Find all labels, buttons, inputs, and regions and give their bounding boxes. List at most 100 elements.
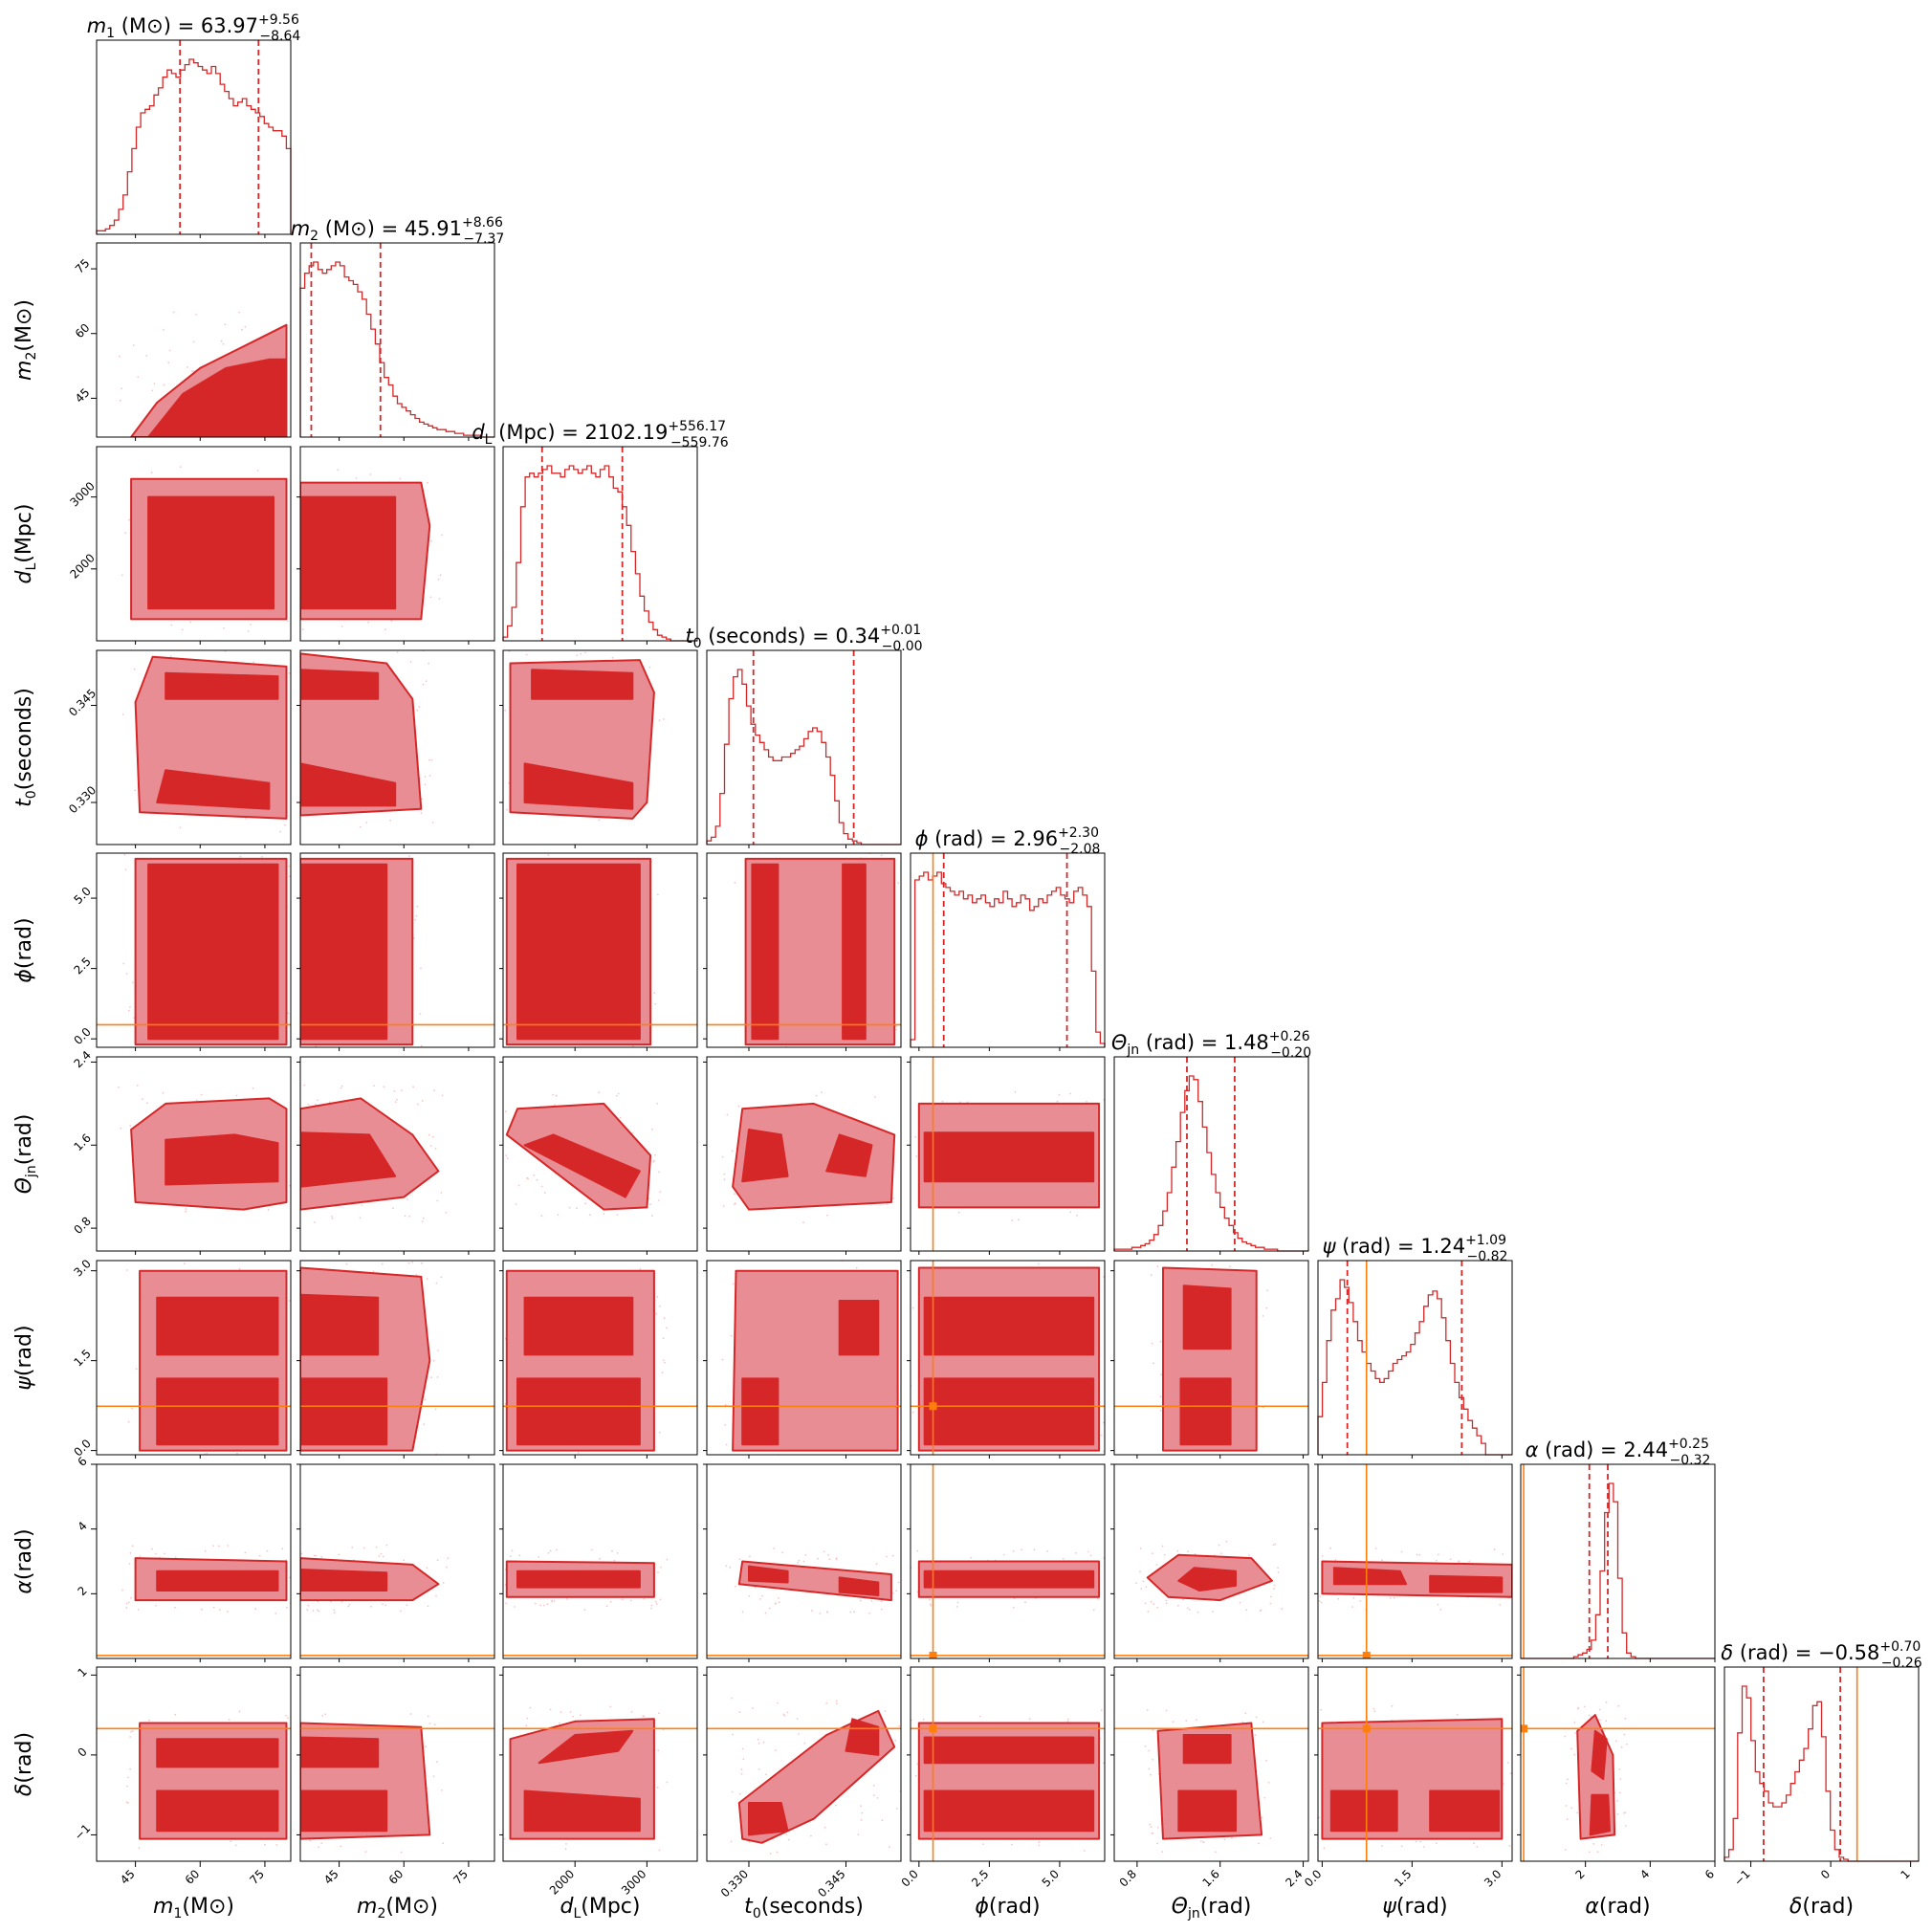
label-unit: (rad) [12, 1325, 36, 1376]
scatter-point [447, 1557, 450, 1560]
scatter-point [643, 846, 645, 848]
scatter-point [132, 981, 134, 984]
scatter-point [565, 1598, 568, 1600]
scatter-point [876, 1797, 879, 1799]
title-unit [1538, 1438, 1545, 1461]
scatter-point [752, 1707, 754, 1709]
contour-inner [156, 1377, 279, 1446]
scatter-point [568, 1206, 571, 1209]
scatter-point [142, 1098, 143, 1101]
scatter-point [130, 1730, 133, 1733]
scatter-point [765, 1773, 767, 1776]
scatter-point [367, 621, 370, 624]
scatter-point [509, 1555, 512, 1558]
scatter-point [298, 1352, 300, 1354]
scatter-point [546, 1603, 549, 1606]
contour-inner [300, 1789, 388, 1833]
scatter-point [521, 1460, 523, 1461]
contour-inner [748, 1565, 789, 1584]
y-axis-label: δ(rad) [12, 1732, 36, 1796]
scatter-point [1212, 1611, 1214, 1613]
contour-inner [923, 1736, 1095, 1765]
scatter-point [1176, 1549, 1179, 1552]
scatter-point [1058, 1093, 1061, 1096]
scatter-point [125, 1607, 128, 1609]
scatter-point [424, 783, 427, 786]
label-unit: (seconds) [761, 1895, 864, 1919]
scatter-point [621, 1598, 624, 1601]
scatter-point [235, 1094, 238, 1097]
scatter-point [658, 1171, 660, 1174]
scatter-point [498, 999, 500, 1001]
panel-0-5 [96, 1056, 292, 1252]
scatter-point [317, 1609, 318, 1612]
truth-marker [929, 1651, 937, 1658]
scatter-point [1135, 1582, 1137, 1584]
scatter-point [1566, 1818, 1569, 1821]
scatter-point [378, 1555, 381, 1557]
scatter-point [383, 1086, 385, 1088]
label-subscript: jn [24, 1165, 39, 1178]
scatter-point [1046, 1550, 1048, 1552]
contour-inner [156, 1738, 279, 1768]
contour-inner [923, 1570, 1095, 1589]
scatter-point [227, 1545, 230, 1547]
label-unit: (rad) [12, 1732, 36, 1784]
scatter-point [294, 1188, 296, 1190]
scatter-point [911, 1411, 914, 1414]
scatter-point [420, 812, 423, 814]
panel-frame [96, 446, 292, 642]
scatter-point [1509, 1772, 1512, 1775]
scatter-point [1567, 1778, 1569, 1781]
scatter-point [649, 1203, 651, 1206]
title-median: 45.91 [405, 217, 462, 240]
scatter-point [1159, 1410, 1162, 1412]
scatter-point [916, 1549, 919, 1552]
panel-0-3 [96, 649, 292, 845]
scatter-point [355, 477, 358, 479]
scatter-point [1172, 1721, 1175, 1723]
x-tick-label: 75 [247, 1867, 267, 1887]
panel-0-6 [96, 1260, 292, 1456]
scatter-point [244, 325, 247, 328]
scatter-point [159, 1051, 161, 1053]
scatter-point [1374, 1548, 1377, 1549]
scatter-point [495, 1101, 497, 1103]
scatter-point [1021, 1548, 1023, 1551]
scatter-point [583, 1609, 586, 1612]
scatter-point [1100, 1709, 1103, 1712]
scatter-point [774, 1602, 777, 1604]
scatter-point [394, 1101, 397, 1103]
scatter-point [656, 1295, 659, 1298]
scatter-point [734, 1193, 735, 1196]
panel-frame [299, 852, 495, 1048]
scatter-point [506, 1157, 509, 1159]
scatter-point [868, 1612, 871, 1614]
scatter-point [600, 1050, 602, 1052]
scatter-point [421, 1220, 424, 1222]
scatter-point [930, 1603, 932, 1606]
scatter-point [256, 470, 259, 472]
scatter-point [224, 323, 227, 325]
scatter-point [897, 882, 900, 885]
scatter-point [741, 1747, 744, 1750]
scatter-point [557, 1214, 560, 1217]
x-tick-label: 5.0 [1040, 1867, 1062, 1889]
scatter-point [1605, 1701, 1608, 1703]
scatter-point [632, 1044, 634, 1047]
contour-inner [523, 1789, 641, 1833]
scatter-point [506, 808, 508, 811]
scatter-point [884, 1710, 887, 1712]
panel-frame [910, 1666, 1106, 1862]
histogram-title: ψ (rad) = 1.24+1.09 −0.82 [1323, 1233, 1508, 1264]
scatter-point [382, 1555, 384, 1558]
contour-inner [748, 1802, 789, 1836]
scatter-point [298, 379, 300, 381]
scatter-point [333, 1609, 336, 1612]
histogram-2: dL (Mpc) = 2102.19+556.17 −559.76 [472, 419, 729, 642]
scatter-point [318, 845, 319, 846]
scatter-point [155, 1604, 158, 1607]
scatter-point [120, 1127, 122, 1130]
scatter-point [241, 328, 243, 331]
scatter-point [1476, 1846, 1479, 1848]
